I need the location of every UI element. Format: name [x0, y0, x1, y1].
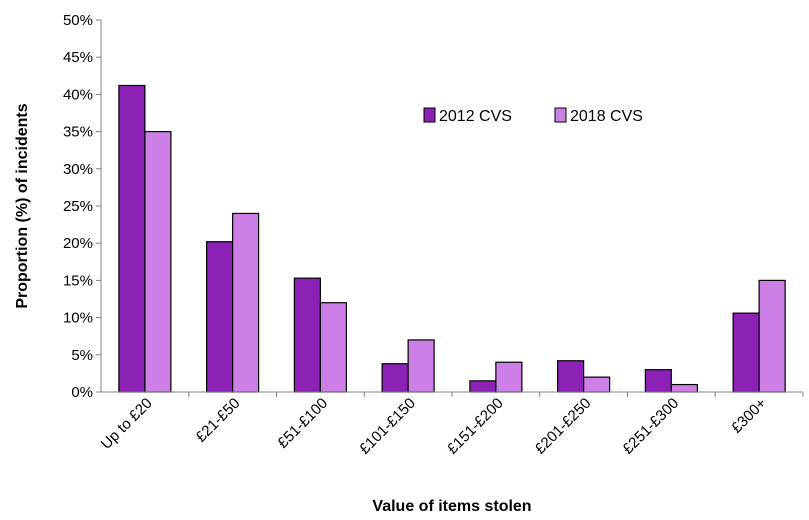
- x-tick-label: £101-£150: [356, 395, 419, 458]
- legend: 2012 CVS 2018 CVS: [423, 107, 643, 125]
- y-axis-title: Proportion (%) of incidents: [14, 103, 31, 308]
- bar: [557, 360, 585, 393]
- x-tick-label: £251-£300: [619, 395, 682, 458]
- y-tick-label: 5%: [71, 347, 93, 364]
- y-tick-label: 25%: [63, 198, 93, 215]
- bar: [670, 383, 698, 393]
- bar: [732, 312, 760, 393]
- legend-label: 2018 CVS: [570, 108, 643, 125]
- bar: [232, 212, 260, 393]
- legend-label: 2012 CVS: [439, 108, 512, 125]
- bar: [407, 339, 435, 393]
- x-axis-title: Value of items stolen: [372, 498, 531, 515]
- y-tick-label: 45%: [63, 49, 93, 66]
- bar: [469, 380, 497, 393]
- bar: [319, 302, 347, 393]
- bar: [206, 241, 234, 393]
- y-tick-label: 35%: [63, 124, 93, 141]
- bar: [118, 84, 146, 393]
- bar: [495, 361, 523, 393]
- x-tick-label: £300+: [728, 395, 770, 437]
- y-tick-label: 15%: [63, 272, 93, 289]
- x-tick-label: £201-£250: [532, 395, 595, 458]
- x-tick-label: £151-£200: [444, 395, 507, 458]
- y-tick-label: 30%: [63, 161, 93, 178]
- y-tick-label: 40%: [63, 86, 93, 103]
- bar: [758, 279, 786, 393]
- x-tick-label: £21-£50: [192, 395, 243, 446]
- bar: [381, 363, 409, 393]
- x-axis-ticks: Up to £20 £21-£50 £51-£100 £101-£150 £151-£2…: [98, 392, 804, 458]
- y-tick-label: 50%: [63, 12, 93, 29]
- x-tick-label: £51-£100: [274, 395, 331, 452]
- bar: [293, 277, 321, 393]
- y-tick-label: 20%: [63, 235, 93, 252]
- bar: [144, 131, 172, 393]
- y-tick-label: 0%: [71, 384, 93, 401]
- y-tick-label: 10%: [63, 310, 93, 327]
- legend-swatch: [423, 107, 436, 123]
- bar: [644, 369, 672, 393]
- bars: [118, 84, 786, 393]
- x-tick-label: Up to £20: [98, 395, 156, 453]
- legend-swatch: [554, 107, 567, 123]
- bar: [583, 376, 611, 393]
- y-axis-ticks: 0% 5% 10% 15% 20% 25% 30% 35% 40% 45% 50%: [63, 12, 101, 401]
